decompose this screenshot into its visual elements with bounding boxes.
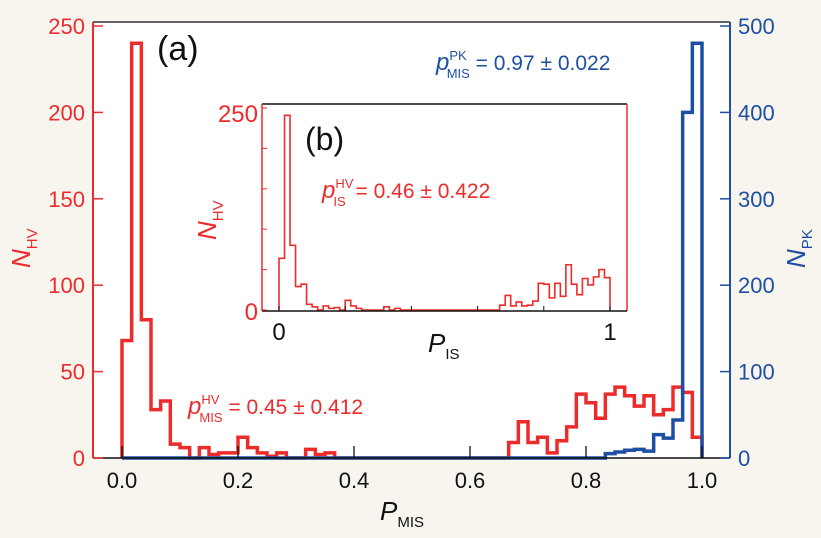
annotation-pk-mis: pPK MIS = 0.97 ± 0.022	[435, 48, 610, 81]
histogram-bin-hv	[555, 283, 561, 310]
y-right-tick-label: 500	[738, 14, 775, 39]
histogram-bin-hv	[615, 387, 625, 458]
y-left-tick-label: 250	[48, 14, 85, 39]
histogram-bin-hv	[566, 265, 572, 310]
histogram-bin-hv	[279, 258, 285, 310]
histogram-bin-hv	[549, 298, 555, 310]
annotation-hv-mis: pHV MIS = 0.45 ± 0.412	[187, 392, 363, 425]
main-left-y-axis-label: NHV	[6, 228, 41, 268]
x-tick-label: 0.2	[223, 468, 254, 493]
y-right-tick-label: 200	[738, 273, 775, 298]
histogram-bin-hv	[285, 115, 291, 310]
y-left-tick-label: 200	[48, 100, 85, 125]
inset-y-tick-label: 250	[218, 101, 258, 128]
y-right-tick-label: 0	[738, 446, 750, 471]
histogram-bin-hv	[528, 442, 538, 458]
y-left-tick-label: 150	[48, 187, 85, 212]
histogram-bin-hv	[301, 284, 307, 310]
x-tick-label: 0.8	[571, 468, 602, 493]
y-right-tick-label: 300	[738, 187, 775, 212]
main-x-axis-label: PMIS	[380, 496, 424, 531]
histogram-bin-hv	[290, 245, 296, 310]
histogram-bin-hv	[571, 284, 577, 310]
y-right-tick-label: 100	[738, 360, 775, 385]
histogram-bin-hv	[533, 301, 539, 310]
y-left-tick-label: 100	[48, 273, 85, 298]
inset-x-tick-label: 1	[603, 319, 616, 346]
histogram-bin-hv	[604, 278, 610, 310]
histogram-bin-hv	[307, 304, 313, 310]
inset-x-axis-label: PIS	[428, 328, 460, 363]
panel-label-a: (a)	[157, 30, 199, 68]
histogram-bin-hv	[538, 283, 544, 310]
main-right-y-axis-label: NPK	[781, 229, 816, 268]
histogram-bin-hv	[345, 300, 351, 310]
inset-y-axis-label: NHV	[192, 200, 227, 240]
histogram-bin-hv	[151, 410, 161, 458]
histogram-bin-hv	[577, 295, 583, 310]
panel-label-b: (b)	[305, 121, 344, 157]
x-tick-label: 0.0	[107, 468, 138, 493]
histogram-bin-hv	[593, 277, 599, 310]
y-left-tick-label: 0	[73, 446, 85, 471]
histogram-bin-hv	[505, 295, 511, 310]
histogram-outline-hv	[278, 114, 611, 311]
y-right-tick-label: 400	[738, 100, 775, 125]
histogram-bin-hv	[588, 285, 594, 310]
histogram-bin-hv	[599, 270, 605, 310]
histogram-bin-hv	[296, 287, 302, 310]
histogram-bin-hv	[582, 278, 588, 310]
inset-y-tick-label: 0	[245, 299, 258, 326]
y-left-tick-label: 50	[61, 360, 85, 385]
histogram-bin-pk	[663, 438, 673, 458]
x-tick-label: 0.6	[455, 468, 486, 493]
x-tick-label: 1.0	[687, 468, 718, 493]
histogram-bin-hv	[516, 302, 522, 310]
inset-x-tick-label: 0	[272, 319, 285, 346]
x-tick-label: 0.4	[339, 468, 370, 493]
histogram-bin-hv	[544, 284, 550, 310]
histogram-bin-hv	[560, 296, 566, 310]
annotation-hv-is: pHV IS = 0.46 ± 0.422	[321, 176, 490, 209]
